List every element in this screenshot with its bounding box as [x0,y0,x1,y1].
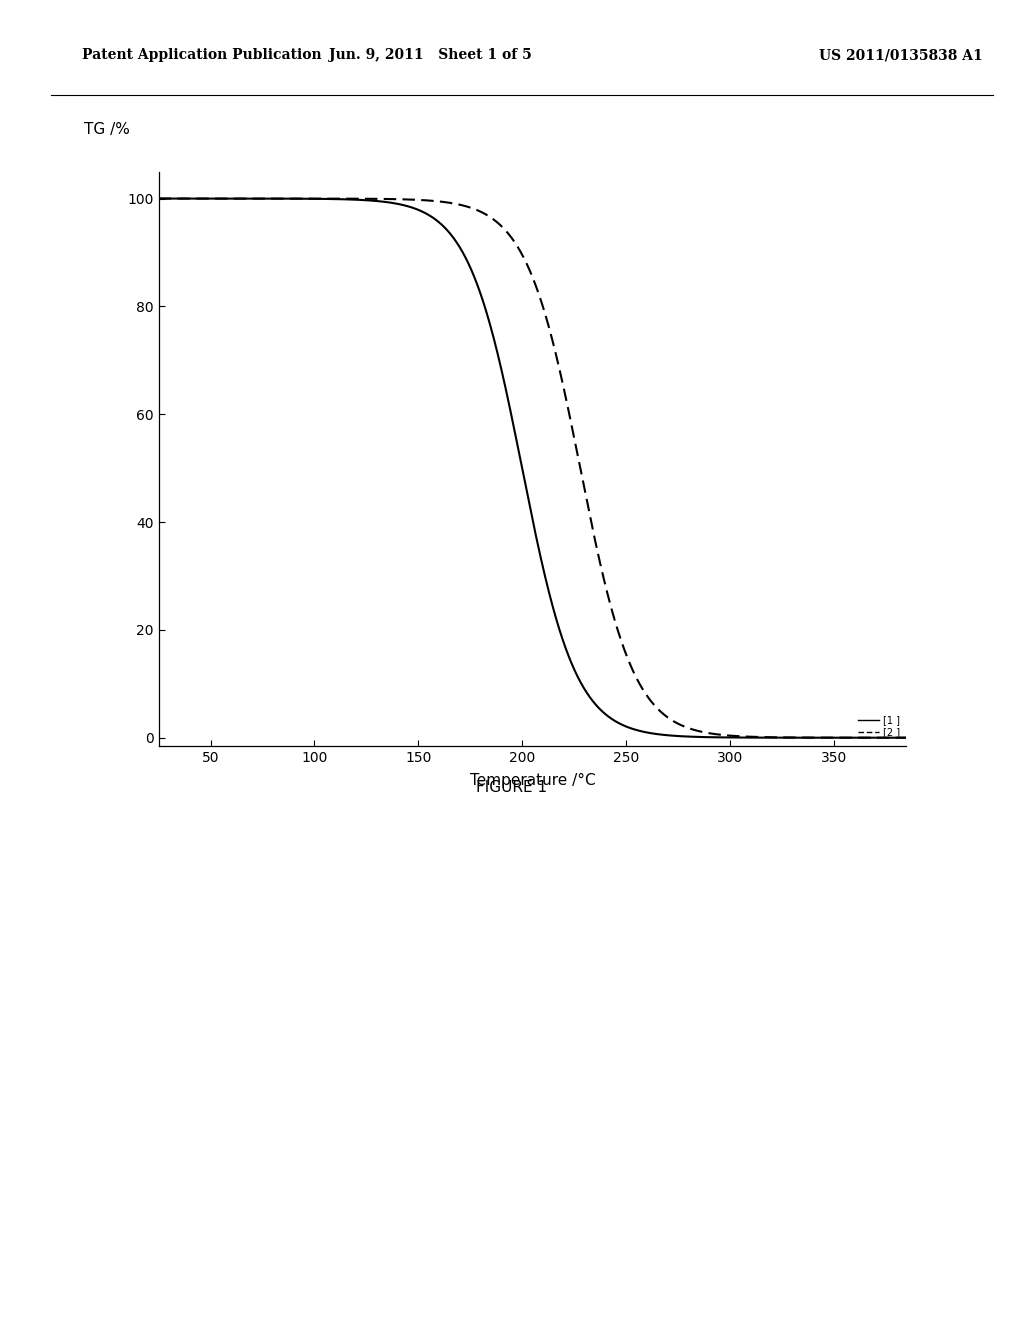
Text: Patent Application Publication: Patent Application Publication [82,49,322,62]
Text: [1 ]: [1 ] [884,715,900,726]
Text: TG /%: TG /% [84,123,130,137]
Text: FIGURE 1: FIGURE 1 [476,780,548,795]
Text: [2 ]: [2 ] [884,727,900,738]
Text: US 2011/0135838 A1: US 2011/0135838 A1 [819,49,983,62]
X-axis label: Temperature /°C: Temperature /°C [470,774,595,788]
Text: Jun. 9, 2011   Sheet 1 of 5: Jun. 9, 2011 Sheet 1 of 5 [329,49,531,62]
